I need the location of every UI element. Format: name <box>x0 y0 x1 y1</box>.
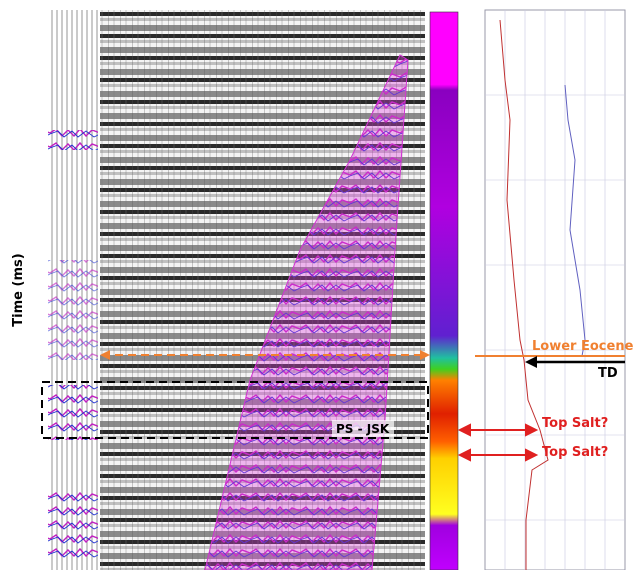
arrow-head <box>420 350 430 360</box>
label: Top Salt? <box>542 445 608 460</box>
log-panel <box>484 9 626 570</box>
vsp-wedge <box>204 54 409 570</box>
label: Top Salt? <box>542 416 608 431</box>
wiggle <box>48 490 98 560</box>
top-salt-arrows <box>457 423 539 462</box>
arrow-head <box>525 356 537 368</box>
label: TD <box>598 366 618 381</box>
vsp-wedge-fill <box>205 55 408 570</box>
y-axis-label: Time (ms) <box>11 253 26 326</box>
label-bg <box>332 420 394 437</box>
wiggle <box>48 260 98 360</box>
arrow-head <box>100 350 110 360</box>
log-grid <box>485 10 625 570</box>
label: PS - JSK <box>336 422 390 436</box>
label: Lower Eocene <box>532 339 634 354</box>
wiggle <box>48 385 98 440</box>
color-column <box>429 11 459 570</box>
wiggle <box>48 130 98 150</box>
log-curve <box>564 84 586 357</box>
log-curve <box>499 19 549 570</box>
